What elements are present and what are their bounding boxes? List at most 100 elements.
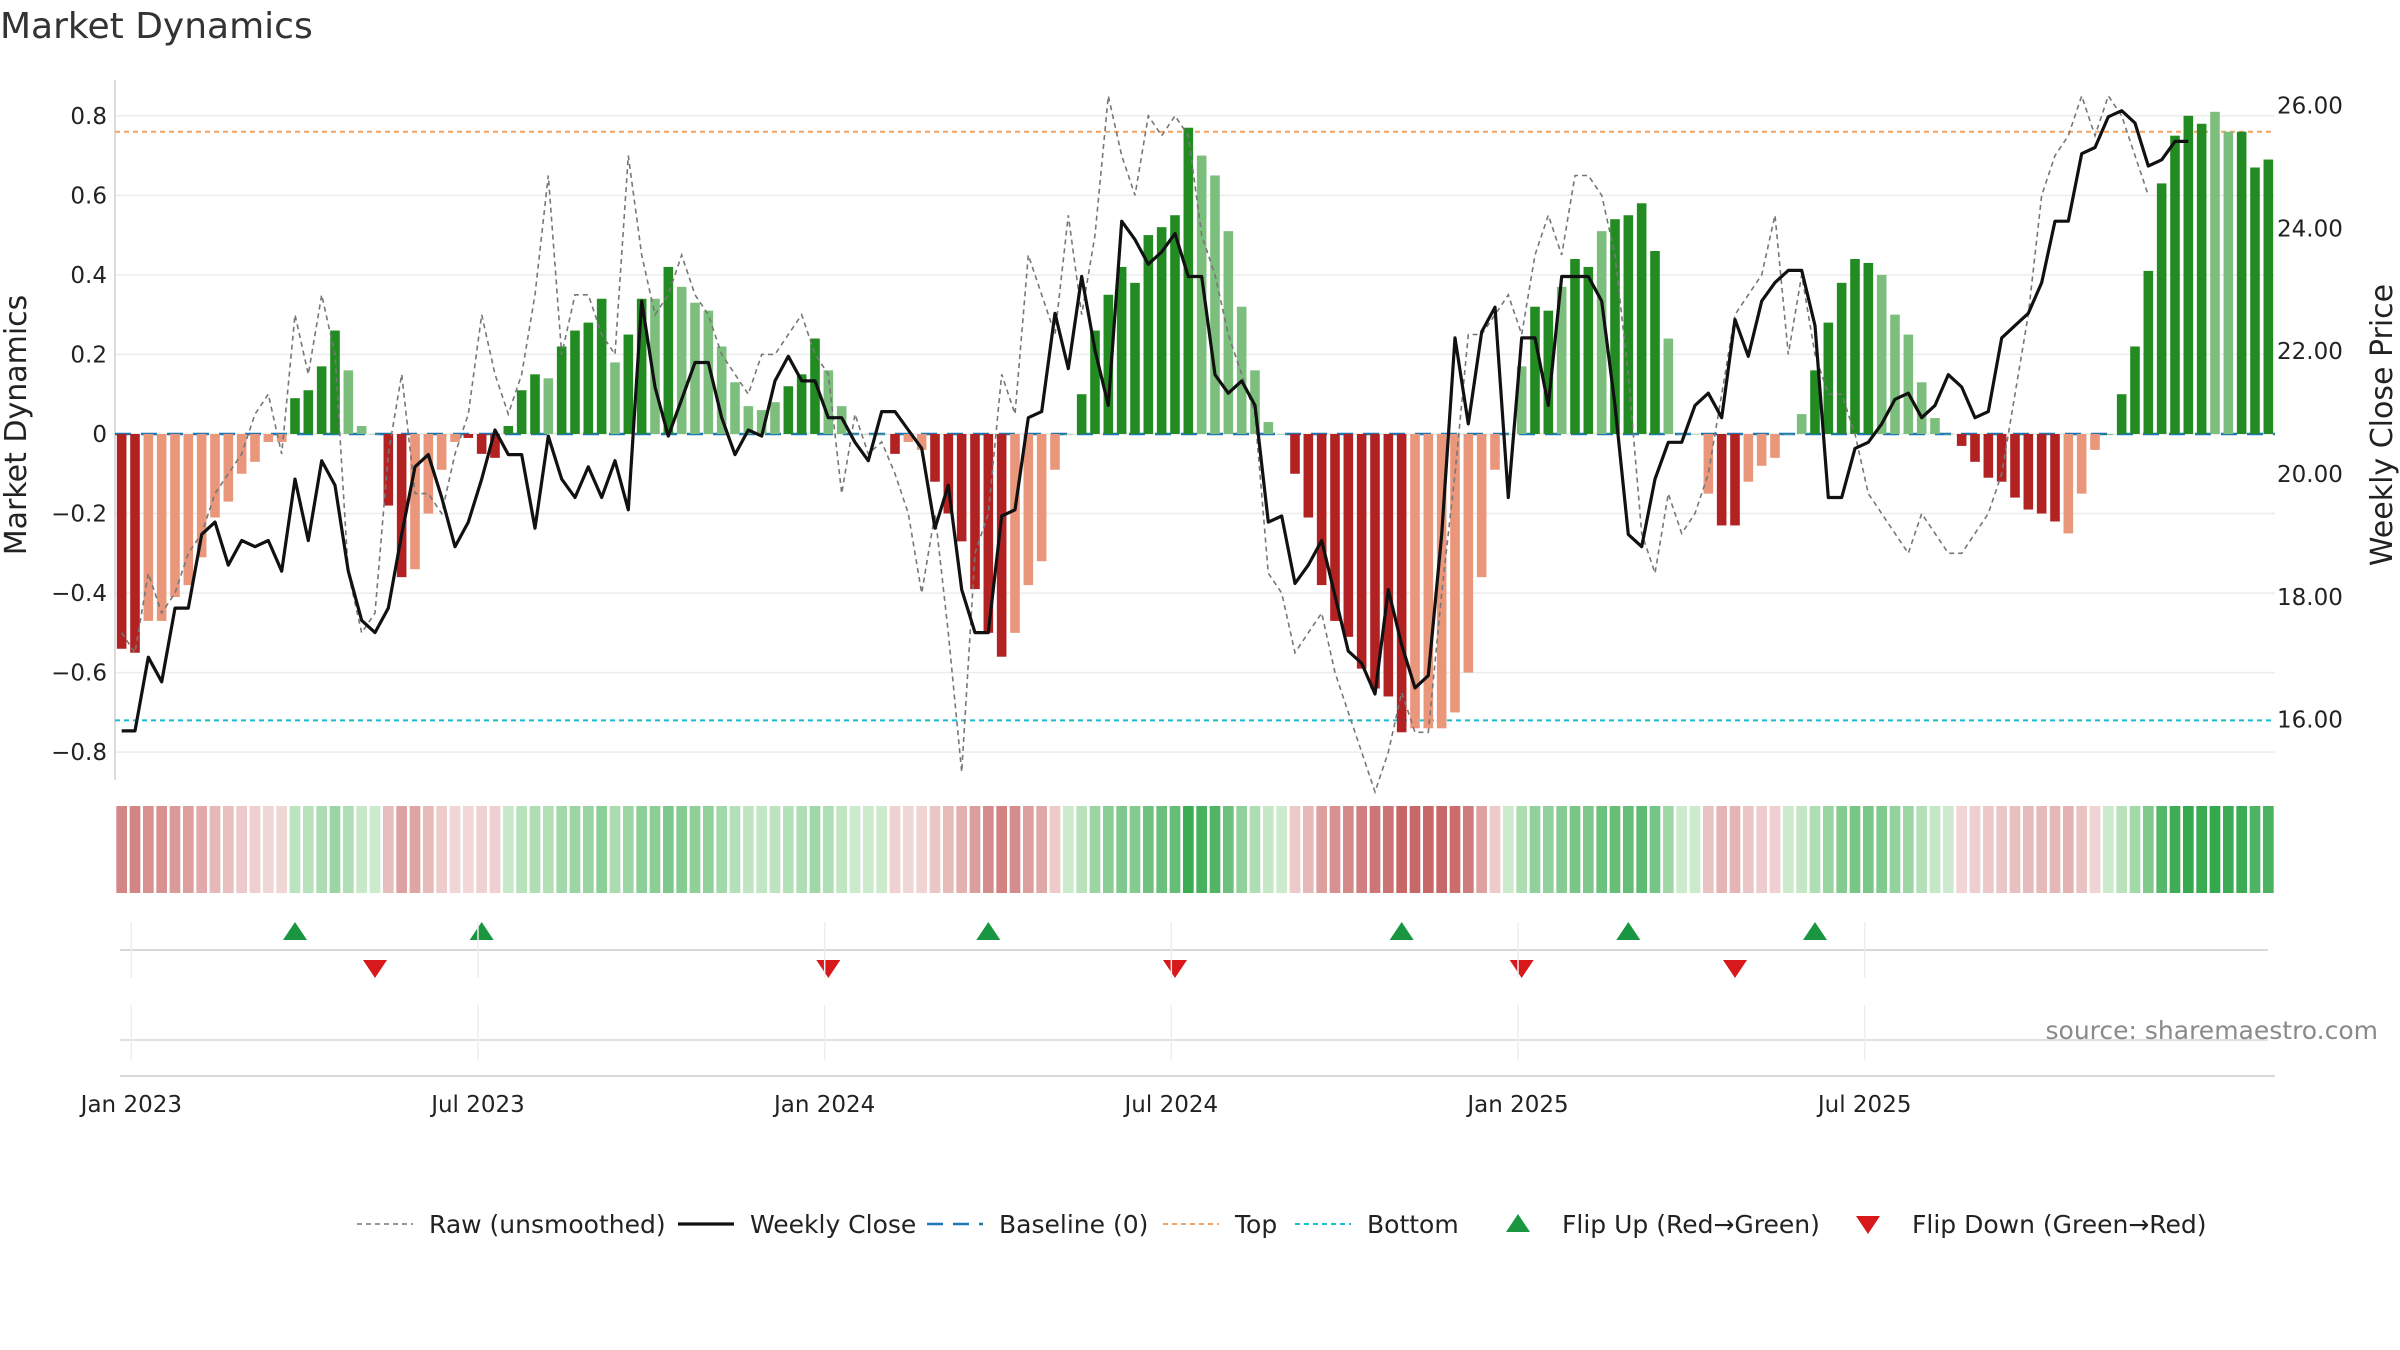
dynamics-bar: [676, 286, 687, 434]
regime-cell: [1169, 806, 1181, 893]
dynamics-bar: [2223, 131, 2234, 434]
legend-label: Flip Down (Green→Red): [1912, 1210, 2207, 1239]
dynamics-bar: [756, 410, 767, 434]
regime-cell: [1063, 806, 1074, 893]
dynamics-bar: [650, 298, 660, 434]
regime-cell: [836, 806, 847, 893]
dynamics-bar: [1210, 175, 1220, 434]
dynamics-bar: [1396, 433, 1407, 733]
dynamics-bar: [2090, 433, 2100, 450]
regime-cell: [356, 806, 367, 893]
flip-up-marker: [1803, 922, 1827, 940]
dynamics-bar: [1010, 433, 1020, 633]
dynamics-bar: [503, 426, 514, 434]
dynamics-bar: [890, 433, 900, 454]
dynamics-bar: [1810, 370, 1820, 434]
regime-cell: [2263, 806, 2274, 893]
regime-cell: [1223, 806, 1234, 893]
regime-cell: [1449, 806, 1461, 893]
dynamics-bar: [850, 433, 860, 435]
dynamics-bar: [1623, 215, 1634, 434]
dynamics-bar: [263, 433, 274, 442]
regime-cell: [729, 806, 741, 893]
dynamics-bar: [1156, 227, 1167, 434]
right-tick-label: 18.00: [2277, 585, 2343, 611]
flip-up-marker: [1616, 922, 1641, 940]
dynamics-bar: [1663, 338, 1674, 434]
flip-down-marker: [1163, 960, 1187, 978]
regime-cell: [263, 806, 274, 893]
dynamics-bar: [623, 334, 634, 434]
dynamics-bar: [930, 433, 940, 482]
dynamics-bar: [1716, 433, 1727, 526]
regime-cell: [396, 806, 407, 893]
dynamics-bar: [343, 370, 354, 434]
dynamics-bar: [250, 433, 260, 462]
dynamics-bar: [1783, 433, 1794, 435]
regime-cell: [863, 806, 874, 893]
regime-cell: [1396, 806, 1407, 893]
dynamics-bar: [743, 406, 754, 434]
regime-cell: [903, 806, 914, 893]
dynamics-bar: [1263, 422, 1274, 434]
dynamics-bar: [1196, 155, 1207, 434]
flip-down-marker: [1509, 960, 1534, 978]
regime-cell: [1543, 806, 1554, 893]
x-axis-ticks: Jan 2023 Jul 2023 Jan 2024 Jul 2024 Jan 2025…: [79, 1092, 1912, 1118]
regime-cell: [636, 806, 647, 893]
dynamics-bar: [730, 382, 740, 434]
regime-cell: [876, 806, 887, 893]
dynamics-bar: [1876, 274, 1887, 434]
dynamics-bar: [610, 362, 620, 434]
regime-cell: [2036, 806, 2047, 893]
dynamics-bar: [1863, 262, 1874, 434]
regime-cell: [1876, 806, 1887, 893]
dynamics-bar: [663, 266, 674, 434]
legend-label: Flip Up (Red→Green): [1562, 1210, 1820, 1239]
dynamics-bar: [1516, 366, 1527, 434]
dynamics-bar: [463, 433, 474, 438]
regime-cell: [436, 806, 447, 893]
regime-cell: [889, 806, 901, 893]
regime-cell: [529, 806, 541, 893]
dynamics-bar: [1570, 258, 1580, 434]
dynamics-bar: [2116, 394, 2127, 434]
regime-cell: [929, 806, 941, 893]
regime-cell: [1583, 806, 1594, 893]
dynamics-bar: [970, 433, 980, 590]
regime-cell: [276, 806, 287, 893]
regime-cell: [2049, 806, 2061, 893]
regime-cell: [1129, 806, 1141, 893]
right-tick-label: 24.00: [2277, 216, 2343, 242]
regime-cell: [676, 806, 687, 893]
regime-cell: [1103, 806, 1114, 893]
dynamics-bar: [1596, 231, 1607, 434]
dynamics-bar: [1330, 433, 1340, 621]
dynamics-bar: [1703, 433, 1714, 494]
regime-cell: [1236, 806, 1247, 893]
dynamics-bar: [1450, 433, 1460, 713]
dynamics-bar: [2250, 167, 2260, 434]
x-tick-label: Jan 2025: [1465, 1092, 1568, 1118]
regime-cell: [489, 806, 501, 893]
regime-cell: [2023, 806, 2034, 893]
dynamics-bar: [410, 433, 420, 570]
dynamics-bar: [2036, 433, 2047, 514]
dynamics-bar: [423, 433, 434, 514]
regime-cell: [1516, 806, 1527, 893]
dynamics-bar: [810, 338, 820, 434]
regime-cell: [1156, 806, 1167, 893]
dynamics-bar: [2210, 111, 2220, 434]
flip-markers-panel: [120, 922, 2275, 1077]
left-axis-ticks: −0.8 −0.6 −0.4 −0.2 0 0.2 0.4 0.6 0.8: [51, 104, 107, 766]
regime-strip: [116, 806, 2274, 893]
regime-cell: [476, 806, 487, 893]
regime-cell: [1703, 806, 1714, 893]
regime-cell: [1756, 806, 1767, 893]
dynamics-bar: [1903, 334, 1914, 434]
regime-cell: [1369, 806, 1381, 893]
regime-cell: [663, 806, 674, 893]
dynamics-bar: [2236, 131, 2247, 434]
flip-up-marker: [469, 922, 494, 940]
